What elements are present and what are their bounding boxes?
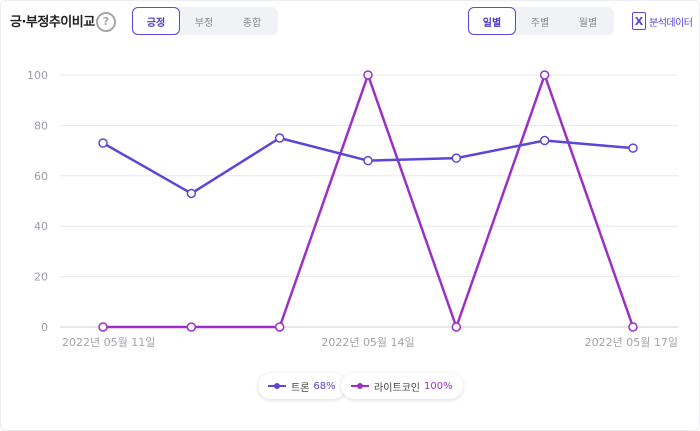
data-point xyxy=(363,155,373,166)
tab-positive[interactable]: 긍정 xyxy=(132,7,180,35)
tab-negative[interactable]: 부정 xyxy=(194,17,214,29)
legend-name: 라이트코인 xyxy=(374,382,420,394)
data-point xyxy=(451,322,462,332)
page-title: 긍·부정추이비교 xyxy=(10,15,95,30)
data-point xyxy=(98,322,108,332)
legend-name: 트론 xyxy=(291,382,310,394)
series-line xyxy=(103,73,635,329)
export-data-label: 분석데이터 xyxy=(649,17,693,29)
data-point xyxy=(628,143,638,153)
y-tick-label: 40 xyxy=(34,220,48,233)
data-point xyxy=(186,322,197,332)
x-tick-label: 2022년 05월 11일 xyxy=(62,335,155,349)
export-data-button[interactable]: X 분석데이터 xyxy=(632,10,693,32)
y-tick-label: 80 xyxy=(34,119,48,132)
tab-overall[interactable]: 종합 xyxy=(242,17,262,29)
tab-monthly[interactable]: 월별 xyxy=(578,17,598,29)
series-line xyxy=(102,136,634,195)
sentiment-tab-group: 긍정 부정 종합 xyxy=(132,7,278,35)
legend-item-litecoin[interactable]: 라이트코인 100% xyxy=(341,373,463,399)
legend-item-tron[interactable]: 트론 68% xyxy=(258,373,346,399)
x-tick-label: 2022년 05월 14일 xyxy=(321,335,414,349)
data-point xyxy=(274,133,285,143)
y-tick-label: 0 xyxy=(41,321,48,334)
tab-weekly[interactable]: 주별 xyxy=(530,17,550,29)
x-tick-label: 2022년 05월 17일 xyxy=(585,335,678,349)
data-point xyxy=(363,70,373,80)
data-point xyxy=(539,135,550,146)
legend-swatch xyxy=(268,381,286,391)
y-tick-label: 60 xyxy=(34,170,48,183)
data-point xyxy=(451,153,462,163)
legend-percent: 68% xyxy=(313,380,336,392)
excel-icon: X xyxy=(632,12,646,30)
legend-percent: 100% xyxy=(424,380,453,392)
data-point xyxy=(539,70,550,80)
y-tick-label: 100 xyxy=(27,69,48,82)
tab-daily[interactable]: 일별 xyxy=(468,7,516,35)
help-icon[interactable]: ? xyxy=(96,12,116,32)
data-point xyxy=(98,138,108,148)
period-tab-group: 일별 주별 월별 xyxy=(468,7,614,35)
legend-swatch xyxy=(351,381,369,391)
data-point xyxy=(628,322,638,332)
y-tick-label: 20 xyxy=(34,271,48,284)
data-point xyxy=(274,322,285,332)
data-point xyxy=(186,188,197,199)
